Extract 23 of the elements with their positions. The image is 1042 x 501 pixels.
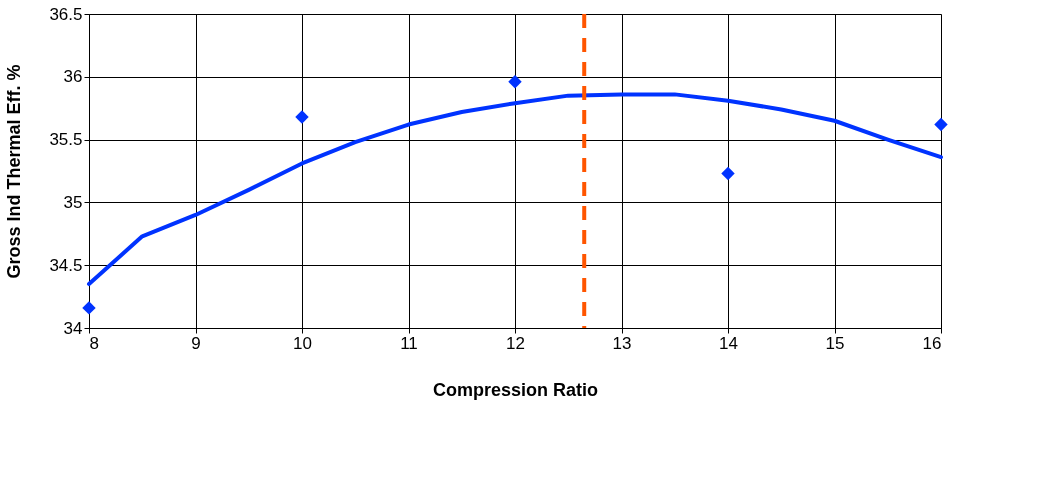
x-tick-label: 12 — [506, 333, 525, 353]
x-tick-label: 10 — [293, 333, 312, 353]
y-tick-label: 35.5 — [49, 130, 83, 150]
y-tick-label: 36.5 — [49, 4, 83, 24]
y-tick-label: 34 — [63, 318, 83, 338]
point — [721, 166, 735, 181]
point — [934, 117, 948, 132]
x-tick-label: 8 — [89, 333, 99, 353]
x-tick-label: 16 — [922, 333, 942, 353]
x-tick-label: 11 — [400, 333, 418, 353]
x-tick-label: 9 — [191, 333, 201, 353]
y-axis-title: Gross Ind Thermal Eff. % — [4, 64, 25, 279]
x-axis-title: Compression Ratio — [432, 379, 599, 400]
y-tick-label: 34.5 — [49, 255, 83, 275]
point — [508, 75, 522, 89]
point — [82, 301, 96, 315]
x-tick-label: 14 — [719, 333, 738, 353]
x-tick-label: 15 — [825, 333, 845, 353]
y-tick-label: 36 — [63, 67, 83, 87]
line-series — [87, 92, 943, 287]
point — [295, 110, 309, 124]
x-tick-label: 13 — [612, 333, 632, 353]
y-tick-label: 35 — [63, 192, 83, 212]
